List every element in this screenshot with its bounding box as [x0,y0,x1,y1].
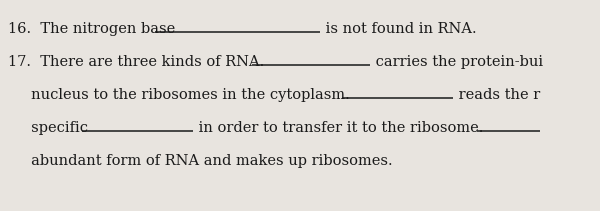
Text: 17.  There are three kinds of RNA.: 17. There are three kinds of RNA. [8,55,274,69]
Text: nucleus to the ribosomes in the cytoplasm.: nucleus to the ribosomes in the cytoplas… [8,88,359,102]
Text: abundant form of RNA and makes up ribosomes.: abundant form of RNA and makes up riboso… [8,154,392,168]
Text: specific: specific [8,121,92,135]
Text: 16.  The nitrogen base: 16. The nitrogen base [8,22,180,36]
Text: in order to transfer it to the ribosome.: in order to transfer it to the ribosome. [194,121,493,135]
Text: carries the protein-bui: carries the protein-bui [371,55,543,69]
Text: reads the r: reads the r [454,88,540,102]
Text: is not found in RNA.: is not found in RNA. [321,22,476,36]
